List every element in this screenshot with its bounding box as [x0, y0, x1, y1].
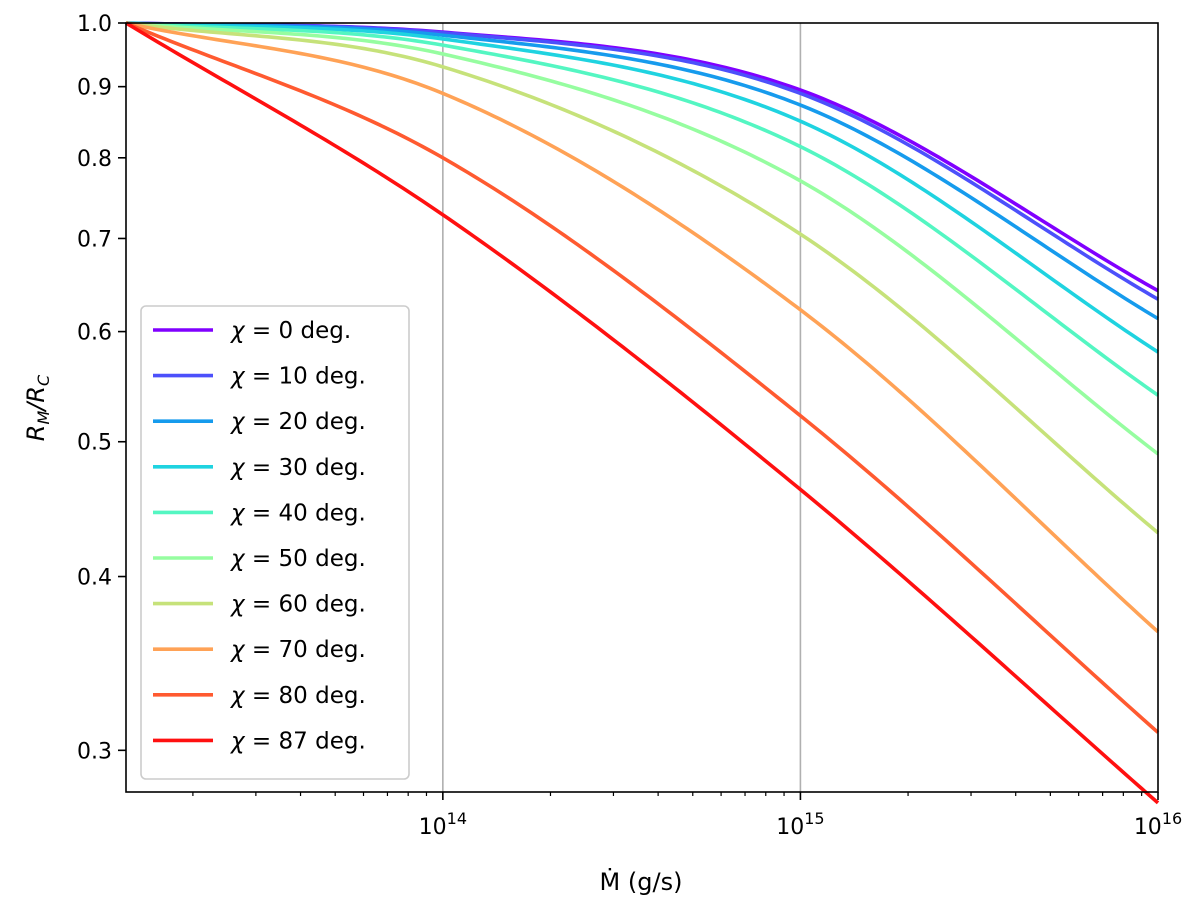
x-tick-label: 1015 — [776, 809, 824, 840]
series-line-chi-40 — [125, 21, 1160, 397]
y-label-sub1: M — [34, 411, 53, 425]
series-line-chi-10 — [125, 21, 1159, 301]
legend-label-chi-10: χ = 10 deg. — [229, 364, 366, 390]
legend-label-chi-87: χ = 87 deg. — [229, 728, 366, 754]
y-tick-label: 0.3 — [77, 739, 112, 764]
x-tick-label: 1016 — [1134, 809, 1182, 840]
legend: χ = 0 deg. χ = 10 deg. χ = 20 deg. χ = 30 d… — [140, 305, 410, 780]
legend-label-chi-50: χ = 50 deg. — [229, 546, 366, 572]
y-tick-label: 0.7 — [77, 227, 112, 252]
legend-label-chi-0: χ = 0 deg. — [229, 318, 351, 344]
x-axis-label: Ṁ (g/s) — [600, 867, 683, 896]
series-line-chi-20 — [125, 21, 1159, 321]
legend-label-chi-70: χ = 70 deg. — [229, 637, 366, 663]
y-label-sub2: C — [34, 374, 53, 386]
grid-lines — [442, 23, 802, 792]
legend-label-chi-60: χ = 60 deg. — [229, 592, 366, 618]
y-tick-label: 0.5 — [77, 431, 112, 456]
axes: 1014 1015 1016 0.3 0.4 0.5 0.6 0.7 0.8 0.9 1.0 — [77, 12, 1182, 840]
y-label-mid: /R — [22, 386, 50, 413]
series-line-chi-87 — [125, 21, 1160, 805]
y-tick-label: 1.0 — [77, 12, 112, 37]
legend-label-chi-80: χ = 80 deg. — [229, 683, 366, 709]
legend-label-chi-20: χ = 20 deg. — [229, 409, 366, 435]
y-label-r: R — [22, 425, 50, 442]
legend-label-chi-30: χ = 30 deg. — [229, 455, 366, 481]
y-tick-label: 0.9 — [77, 76, 112, 101]
legend-box — [140, 305, 410, 780]
plot-frame — [125, 22, 1159, 793]
legend-label-chi-40: χ = 40 deg. — [229, 500, 366, 526]
series-line-chi-30 — [125, 21, 1159, 354]
y-tick-label: 0.8 — [77, 147, 112, 172]
series-line-chi-80 — [125, 21, 1160, 734]
y-tick-label: 0.4 — [77, 566, 112, 591]
y-tick-label: 0.6 — [77, 321, 112, 346]
series-line-chi-60 — [125, 21, 1160, 535]
series-line-chi-0 — [125, 21, 1159, 293]
y-axis-label: RM/RC — [22, 374, 53, 441]
series-line-chi-70 — [125, 21, 1160, 634]
series-lines — [125, 21, 1160, 805]
series-line-chi-50 — [125, 21, 1160, 456]
x-tick-label: 1014 — [419, 809, 467, 840]
